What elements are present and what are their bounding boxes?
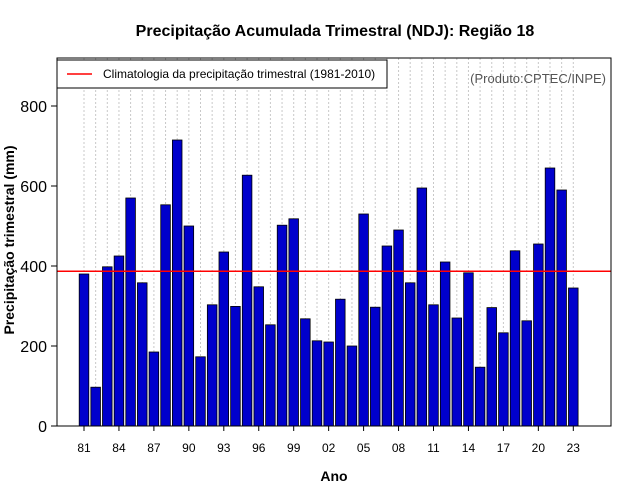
bar-2003 <box>335 298 346 427</box>
bar-1987 <box>148 351 160 427</box>
x-tick-label: 87 <box>147 441 161 455</box>
bar-1999 <box>288 218 299 427</box>
y-axis: 0 200 400 600 800 <box>20 99 57 436</box>
x-tick-label: 05 <box>357 441 371 455</box>
bar-2000 <box>300 318 311 427</box>
bar-2001 <box>311 340 323 427</box>
y-tick-label: 800 <box>20 99 47 116</box>
x-tick-label: 90 <box>182 441 196 455</box>
x-tick-label: 81 <box>77 441 91 455</box>
bar-1991 <box>195 356 206 427</box>
legend-label: Climatologia da precipitação trimestral … <box>103 67 375 81</box>
x-tick-label: 99 <box>287 441 301 455</box>
bar-2021 <box>544 167 556 427</box>
y-tick-label: 400 <box>20 259 47 276</box>
y-axis-label: Precipitação trimestral (mm) <box>1 145 17 334</box>
bar-2004 <box>346 345 358 427</box>
bar-2013 <box>451 317 463 427</box>
bar-2012 <box>439 261 451 427</box>
bar-2022 <box>556 189 567 427</box>
bar-1998 <box>276 224 288 427</box>
x-tick-label: 20 <box>532 441 546 455</box>
bar-2017 <box>498 332 509 427</box>
x-axis: 81 84 87 90 93 96 99 02 05 08 11 14 17 20 23 <box>77 426 580 455</box>
x-tick-label: 02 <box>322 441 336 455</box>
chart-title: Precipitação Acumulada Trimestral (NDJ):… <box>136 23 535 40</box>
legend: Climatologia da precipitação trimestral … <box>56 59 388 89</box>
bar-1981 <box>78 273 90 427</box>
bar-1994 <box>230 305 241 427</box>
y-tick-label: 0 <box>38 419 47 436</box>
bar-1984 <box>113 255 125 427</box>
bar-2007 <box>381 245 393 427</box>
bar-2018 <box>509 250 521 427</box>
bar-1990 <box>183 225 195 427</box>
bar-2006 <box>370 306 381 427</box>
bar-2009 <box>404 282 416 427</box>
x-tick-label: 84 <box>112 441 126 455</box>
source-note: (Produto:CPTEC/INPE) <box>470 71 606 86</box>
x-tick-label: 93 <box>217 441 231 455</box>
bar-2005 <box>358 213 369 427</box>
x-tick-label: 96 <box>252 441 266 455</box>
x-tick-label: 17 <box>497 441 511 455</box>
bars <box>78 139 579 427</box>
bar-1993 <box>218 251 230 427</box>
x-tick-label: 23 <box>567 441 581 455</box>
x-axis-label: Ano <box>320 468 347 484</box>
bar-1996 <box>253 286 264 427</box>
bar-1983 <box>102 266 113 427</box>
bar-2002 <box>323 341 334 427</box>
plot-frame <box>56 57 612 427</box>
bar-1997 <box>265 324 276 427</box>
y-tick-label: 200 <box>20 339 47 356</box>
x-tick-label: 08 <box>392 441 406 455</box>
bar-1989 <box>171 139 183 427</box>
bar-2023 <box>568 287 579 427</box>
legend-box <box>56 59 388 89</box>
x-tick-label: 11 <box>427 441 440 455</box>
bar-2015 <box>474 366 486 427</box>
bar-2010 <box>416 187 428 427</box>
bar-2011 <box>428 304 439 427</box>
y-tick-label: 600 <box>20 179 47 196</box>
bar-1988 <box>160 204 171 427</box>
bar-2008 <box>393 229 404 427</box>
bar-1995 <box>241 174 253 427</box>
x-tick-label: 14 <box>462 441 476 455</box>
bar-2019 <box>521 320 532 427</box>
bar-1982 <box>90 386 101 427</box>
bar-1992 <box>206 304 218 427</box>
bar-1985 <box>125 197 136 427</box>
bar-2014 <box>463 272 474 427</box>
bar-2016 <box>486 307 497 427</box>
bar-1986 <box>137 282 148 427</box>
